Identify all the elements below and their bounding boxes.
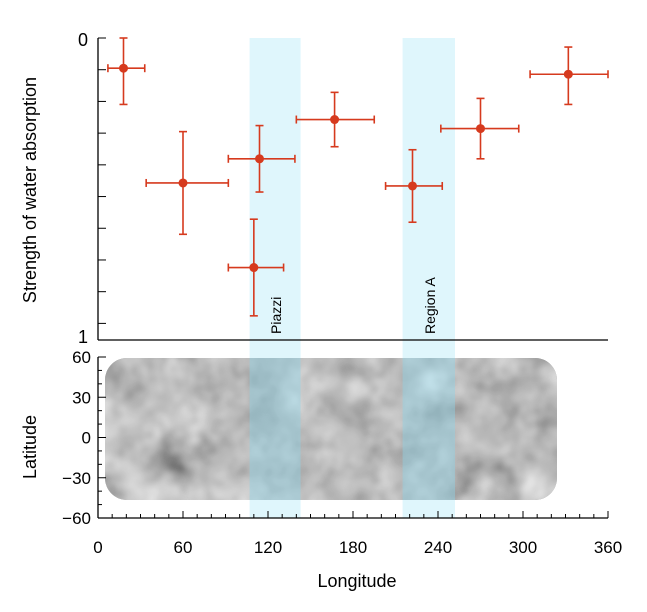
map-texture xyxy=(105,358,557,500)
data-point xyxy=(119,63,128,73)
x-tick-label: 0 xyxy=(93,538,102,557)
band-label: Region A xyxy=(422,277,438,334)
x-tick-label: 360 xyxy=(594,538,622,557)
data-point-group xyxy=(295,91,376,148)
data-point-group xyxy=(145,130,230,236)
data-point xyxy=(408,181,417,191)
data-point xyxy=(563,69,573,79)
data-point-group xyxy=(227,218,285,317)
data-point-group xyxy=(227,124,296,193)
y-tick-label-0: 0 xyxy=(78,30,88,50)
data-point xyxy=(255,154,264,164)
x-tick-label: 120 xyxy=(254,538,282,557)
lat-tick-label: 0 xyxy=(82,429,91,448)
x-tick-label: 180 xyxy=(339,538,367,557)
data-point xyxy=(330,115,340,125)
lat-tick-label: 30 xyxy=(72,388,91,407)
x-tick-label: 240 xyxy=(424,538,452,557)
data-point xyxy=(249,263,259,273)
data-point xyxy=(178,178,188,188)
x-axis-label-longitude: Longitude xyxy=(317,571,396,591)
data-point-group xyxy=(384,148,444,224)
data-point-group xyxy=(529,46,609,106)
band-label: Piazzi xyxy=(268,297,284,334)
latitude-longitude-map xyxy=(105,358,557,500)
lat-tick-label: −60 xyxy=(62,509,91,528)
lat-tick-label: −30 xyxy=(62,469,91,488)
y-axis-label-strength: Strength of water absorption xyxy=(20,77,40,303)
y-tick-label-1: 1 xyxy=(78,327,88,347)
map-band-overlay xyxy=(402,358,455,500)
lat-tick-label: 60 xyxy=(72,348,91,367)
x-tick-label: 60 xyxy=(174,538,193,557)
data-point xyxy=(476,124,485,134)
x-tick-label: 300 xyxy=(509,538,537,557)
y-axis-label-latitude: Latitude xyxy=(20,415,40,479)
data-point-group xyxy=(440,97,520,160)
map-band-overlay xyxy=(249,358,301,500)
data-point-group xyxy=(107,37,146,106)
